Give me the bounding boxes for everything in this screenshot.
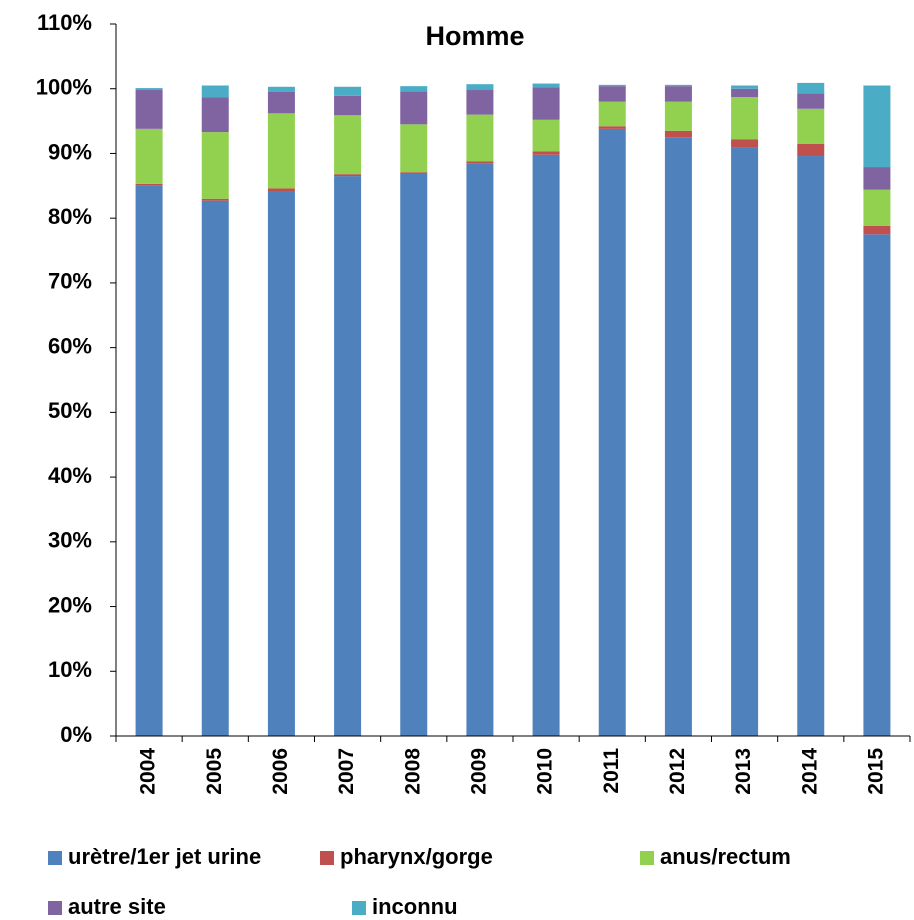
- chart-title: Homme: [425, 21, 524, 51]
- x-tick-label: 2015: [864, 748, 887, 795]
- bar-segment: [334, 95, 362, 116]
- bar-segment: [731, 147, 759, 736]
- bar-segment: [863, 85, 891, 168]
- legend-swatch: [320, 851, 334, 865]
- x-tick-label: 2006: [269, 748, 292, 795]
- bar-segment: [466, 90, 494, 115]
- bar-segment: [598, 101, 626, 127]
- bar-segment: [267, 113, 295, 189]
- bar-segment: [334, 174, 362, 177]
- bar-segment: [863, 167, 891, 190]
- bar-segment: [400, 91, 428, 125]
- legend-swatch: [352, 901, 366, 915]
- x-tick-label: 2005: [203, 748, 226, 795]
- bar-segment: [731, 97, 759, 140]
- legend-label: inconnu: [372, 894, 458, 919]
- x-tick-label: 2007: [335, 748, 358, 795]
- bar-segment: [400, 124, 428, 173]
- x-tick-label: 2009: [467, 748, 490, 795]
- bar-segment: [664, 130, 692, 138]
- bar-segment: [863, 189, 891, 226]
- bar-segment: [731, 139, 759, 148]
- bar-segment: [797, 108, 825, 144]
- bar-segment: [532, 119, 560, 152]
- bar-segment: [201, 97, 229, 133]
- bar-segment: [466, 163, 494, 736]
- bar-segment: [664, 86, 692, 102]
- x-tick-label: 2008: [401, 748, 424, 795]
- bar-segment: [466, 84, 494, 91]
- bar-segment: [797, 143, 825, 157]
- bar-segment: [135, 90, 163, 129]
- legend-label: urètre/1er jet urine: [68, 844, 261, 869]
- bar-segment: [201, 198, 229, 201]
- bar-segment: [466, 161, 494, 164]
- legend-swatch: [640, 851, 654, 865]
- bar-segment: [267, 91, 295, 114]
- y-tick-label: 40%: [48, 463, 92, 488]
- bar-segment: [532, 83, 560, 88]
- bar-segment: [532, 154, 560, 736]
- legend-label: autre site: [68, 894, 166, 919]
- bar-segment: [731, 85, 759, 89]
- bar-segment: [797, 82, 825, 94]
- bar-segment: [334, 86, 362, 96]
- legend-label: pharynx/gorge: [340, 844, 493, 869]
- bar-segment: [598, 86, 626, 102]
- bar-segment: [664, 137, 692, 737]
- bar-segment: [598, 126, 626, 129]
- bar-segment: [664, 101, 692, 131]
- bar-segment: [400, 173, 428, 736]
- bar-segment: [201, 200, 229, 737]
- x-tick-label: 2014: [798, 748, 821, 795]
- x-tick-label: 2011: [600, 748, 623, 794]
- bar-segment: [135, 185, 163, 737]
- y-tick-label: 50%: [48, 398, 92, 423]
- bar-segment: [135, 128, 163, 184]
- bar-segment: [400, 172, 428, 174]
- y-tick-label: 0%: [60, 722, 92, 747]
- bar-segment: [797, 156, 825, 736]
- bar-segment: [135, 183, 163, 186]
- y-tick-label: 100%: [36, 75, 92, 100]
- bar-segment: [201, 132, 229, 199]
- bar-segment: [731, 88, 759, 98]
- bar-segment: [201, 85, 229, 98]
- y-tick-label: 20%: [48, 592, 92, 617]
- y-tick-label: 80%: [48, 204, 92, 229]
- y-tick-label: 110%: [37, 10, 92, 35]
- bar-segment: [267, 188, 295, 191]
- y-tick-label: 70%: [48, 269, 92, 294]
- bar-segment: [598, 84, 626, 87]
- x-tick-label: 2004: [137, 748, 160, 795]
- bar-segment: [863, 234, 891, 736]
- legend-label: anus/rectum: [660, 844, 791, 869]
- y-tick-label: 90%: [48, 139, 92, 164]
- bar-segment: [863, 225, 891, 235]
- bar-segment: [664, 84, 692, 87]
- bar-segment: [466, 114, 494, 162]
- bar-segment: [400, 86, 428, 92]
- y-tick-label: 60%: [48, 333, 92, 358]
- bar-segment: [334, 176, 362, 737]
- bar-segment: [267, 86, 295, 92]
- bar-segment: [797, 93, 825, 109]
- bar-segment: [598, 128, 626, 737]
- bar-segment: [135, 88, 163, 91]
- bar-segment: [532, 87, 560, 120]
- x-tick-label: 2013: [732, 748, 755, 795]
- y-tick-label: 30%: [48, 528, 92, 553]
- legend-swatch: [48, 851, 62, 865]
- y-tick-label: 10%: [48, 657, 92, 682]
- x-tick-label: 2012: [666, 748, 689, 795]
- x-tick-label: 2010: [534, 748, 557, 795]
- bar-segment: [334, 115, 362, 175]
- legend-swatch: [48, 901, 62, 915]
- bar-segment: [532, 151, 560, 155]
- bar-segment: [267, 190, 295, 737]
